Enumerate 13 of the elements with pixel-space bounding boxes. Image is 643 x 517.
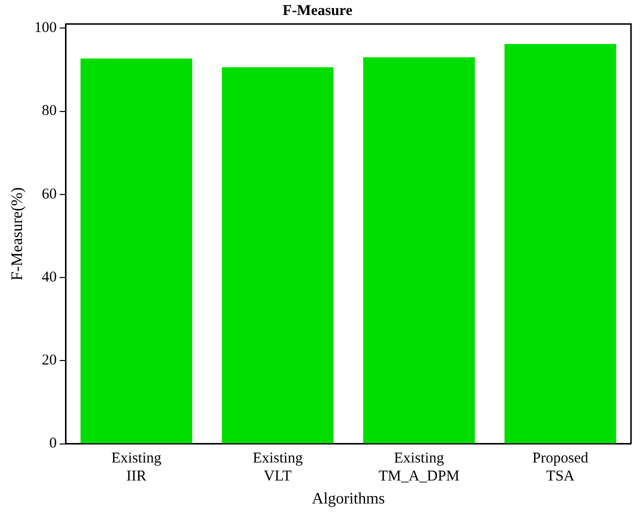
y-tick-label: 60 bbox=[42, 186, 57, 202]
y-tick-label: 40 bbox=[42, 269, 57, 286]
y-tick-label: 80 bbox=[42, 103, 57, 120]
chart-title: F-Measure bbox=[282, 2, 353, 19]
x-axis-title: Algorithms bbox=[312, 490, 385, 508]
x-tick-label: Proposed TSA bbox=[532, 450, 589, 485]
x-tick-label: Existing TM_A_DPM bbox=[378, 450, 460, 485]
y-axis-title: F-Measure(%) bbox=[8, 187, 26, 281]
y-tick-label: 100 bbox=[34, 20, 57, 36]
y-tick-label: 20 bbox=[42, 352, 57, 369]
y-tick-label: 0 bbox=[49, 436, 57, 452]
x-tick-label: Existing IIR bbox=[111, 450, 162, 485]
x-tick-label: Existing VLT bbox=[252, 450, 304, 485]
